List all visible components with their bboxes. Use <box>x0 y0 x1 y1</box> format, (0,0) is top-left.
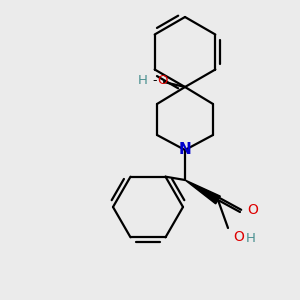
Polygon shape <box>185 180 220 204</box>
Text: H: H <box>138 74 148 88</box>
Text: O: O <box>247 203 258 217</box>
Text: H: H <box>246 232 256 244</box>
Text: O: O <box>233 230 244 244</box>
Text: -: - <box>153 74 157 88</box>
Text: O: O <box>157 74 167 88</box>
Text: N: N <box>178 142 191 158</box>
